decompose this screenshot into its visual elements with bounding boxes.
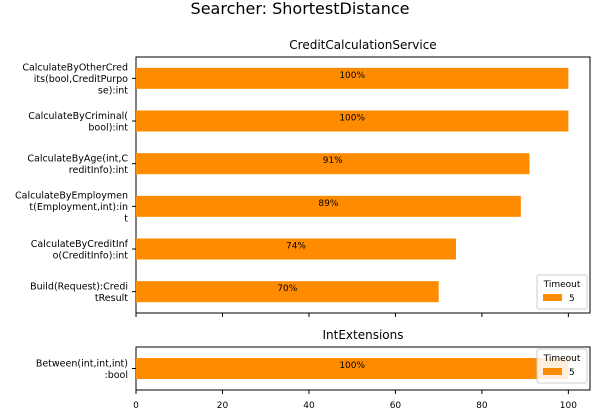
bar (136, 358, 569, 379)
category-label-line: Between(int,int,int) (36, 358, 128, 369)
category-label: Between(int,int,int):bool (36, 358, 128, 381)
data-label: 91% (323, 156, 343, 166)
legend-swatch (543, 368, 562, 375)
category-label-line: its(bool,CreditPurpo (34, 74, 128, 85)
x-tick-label: 20 (217, 401, 229, 411)
data-label: 74% (286, 242, 306, 252)
x-tick-label: 100 (560, 401, 577, 411)
data-label: 100% (339, 361, 365, 371)
plot-frame (135, 56, 591, 314)
category-label-line: CalculateByCriminal( (28, 111, 128, 122)
category-label-line: CalculateByEmploymen (15, 190, 128, 201)
x-tick-label: 80 (476, 401, 488, 411)
panel-title: CreditCalculationService (289, 38, 436, 52)
bar (136, 238, 456, 260)
legend-title: Timeout (543, 354, 581, 364)
category-label-line: CalculateByCreditInf (31, 239, 129, 250)
category-label: CalculateByAge(int,C reditInfo):int (27, 153, 128, 176)
chart-panels: CreditCalculationService 100% CalculateByO… (15, 38, 591, 411)
x-tick-label: 40 (303, 401, 315, 411)
chart-panel-2: IntExtensions 100% Between(int,int,int):bo… (36, 328, 591, 411)
category-label-line: tResult (95, 293, 128, 304)
bar (136, 153, 530, 175)
data-label: 70% (277, 284, 297, 294)
category-label-line: bool):int (88, 122, 128, 133)
category-label-line: CalculateByAge(int,C (27, 153, 128, 164)
legend: Timeout 5 (536, 274, 588, 310)
category-label: CalculateByCreditInf o(CreditInfo):int (31, 239, 129, 262)
category-label: CalculateByCriminal(bool):int (28, 111, 128, 134)
category-label-line: :bool (105, 370, 129, 381)
legend-entry: 5 (569, 294, 575, 304)
x-tick-label: 0 (133, 401, 139, 411)
category-label: Build(Request):Credi tResult (30, 281, 128, 304)
chart-panel-1: CreditCalculationService 100% CalculateByO… (15, 38, 591, 317)
legend-swatch (543, 294, 562, 301)
category-label-line: reditInfo):int (69, 165, 128, 176)
category-label-line: CalculateByOtherCred (22, 62, 128, 73)
legend: Timeout 5 (536, 348, 588, 384)
bar (136, 110, 569, 132)
bar (136, 195, 521, 217)
data-label: 89% (318, 199, 338, 209)
data-label: 100% (339, 114, 365, 124)
panel-title: IntExtensions (322, 328, 403, 342)
category-label-line: t (124, 213, 128, 224)
bar (136, 281, 439, 303)
category-label: CalculateByOtherCred its(bool,CreditPurpo… (22, 62, 128, 96)
category-label-line: se):int (98, 85, 128, 96)
bar (136, 67, 569, 89)
x-tick-label: 60 (390, 401, 402, 411)
data-label: 100% (339, 71, 365, 81)
category-label-line: t(Employment,int):in (29, 202, 128, 213)
category-label-line: o(CreditInfo):int (53, 250, 129, 261)
legend-title: Timeout (543, 280, 581, 290)
figure-title: Searcher: ShortestDistance (191, 0, 410, 18)
legend-entry: 5 (569, 368, 575, 378)
category-label: CalculateByEmploymen t(Employment,int):in… (15, 190, 128, 224)
category-label-line: Build(Request):Credi (30, 281, 128, 292)
